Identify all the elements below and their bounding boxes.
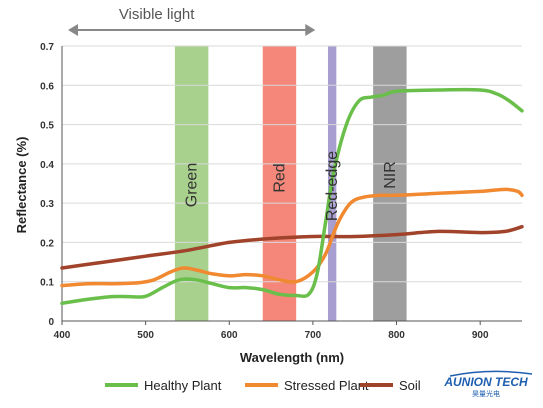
x-tick-label: 500 (137, 330, 154, 341)
band-green (174, 46, 209, 321)
band-red (262, 46, 297, 321)
data-series (60, 87, 524, 306)
band-label-green: Green (184, 163, 201, 207)
y-tick-label: 0 (48, 317, 54, 328)
series-line-healthy-plant (60, 87, 524, 306)
legend-label-healthy-plant: Healthy Plant (144, 378, 222, 393)
logo-title: AUNION TECH (443, 375, 528, 389)
x-axis-title: Wavelength (nm) (240, 350, 344, 365)
visible-light-label: Visible light (119, 6, 195, 23)
arrow-right-head (305, 24, 316, 36)
x-tick-label: 400 (54, 330, 71, 341)
x-tick-label: 800 (388, 330, 405, 341)
axes: 0 0.1 0.2 0.3 0.4 0.5 0.6 0.7 400 500 600 700 800 900 (40, 42, 522, 341)
logo-subtitle: 昊量光电 (472, 389, 500, 398)
y-tick-label: 0.2 (40, 238, 54, 249)
y-tick-label: 0.6 (40, 81, 54, 92)
band-label-red: Red (271, 163, 288, 192)
legend-label-stressed-plant: Stressed Plant (284, 378, 369, 393)
logo-swoosh (449, 370, 533, 377)
y-tick-label: 0.1 (40, 278, 54, 289)
x-tick-label: 700 (305, 330, 322, 341)
spectral-bands (174, 46, 407, 321)
arrow-left-head (68, 24, 78, 36)
x-tick-label: 600 (221, 330, 238, 341)
x-tick-label: 900 (472, 330, 489, 341)
y-tick-label: 0.4 (40, 160, 54, 171)
y-tick-label: 0.7 (40, 42, 54, 53)
series-line-soil (60, 224, 524, 270)
y-axis-title: Reflectance (%) (14, 137, 29, 234)
y-tick-label: 0.5 (40, 121, 54, 132)
legend-label-soil: Soil (399, 378, 421, 393)
company-logo: AUNION TECH 昊量光电 (443, 370, 533, 398)
visible-light-annotation: Visible light (68, 6, 316, 36)
band-label-nir: NIR (382, 161, 399, 189)
series-line-stressed-plant (60, 187, 524, 288)
legend: Healthy Plant Stressed Plant Soil (105, 378, 421, 393)
y-tick-label: 0.3 (40, 199, 54, 210)
band-labels: Green Red Red-edge NIR (184, 151, 399, 221)
band-label-red-edge: Red-edge (324, 151, 341, 221)
